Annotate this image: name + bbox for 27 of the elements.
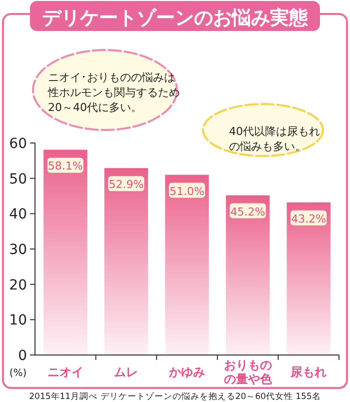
text: 2015年11月調べ デリケートゾーンの悩みを抱える20～60代女性 155名 [29,391,321,402]
y-tick-label: 0 [18,348,27,364]
data-label: 45.2% [230,205,266,218]
data-label: 43.2% [291,212,326,226]
y-tick-label: 20 [9,277,27,294]
x-tick-label: かゆみ [168,365,205,379]
bar [104,168,148,355]
y-tick-label: 30 [9,242,27,258]
x-tick-label: 尿もれ [290,365,327,379]
bar [44,150,88,355]
bar [165,174,209,355]
y-tick-label: 50 [9,171,27,188]
data-label: 51.0% [170,184,204,198]
y-tick-label: 40 [9,206,27,223]
y-tick-label: 10 [9,312,27,329]
data-label: 58.1% [48,160,83,173]
data-label: 52.9% [108,178,144,192]
y-tick-label: 60 [9,136,27,152]
bar [286,202,330,355]
x-tick-label: ニオイ [47,365,84,379]
text: ニオイ･おりものの悩みは性ホルモンも関与するため20～40代に多い。 [47,71,180,114]
y-axis-title: (%) [9,368,27,379]
annotation: 40代以降は尿もれの悩みも多い。 [229,125,320,153]
bar [226,195,270,355]
chart-title: デリケートゾーンのお悩み実態 [42,7,309,29]
x-tick-label: おりものの量や色 [224,358,273,386]
x-tick-label: ムレ [114,365,138,379]
